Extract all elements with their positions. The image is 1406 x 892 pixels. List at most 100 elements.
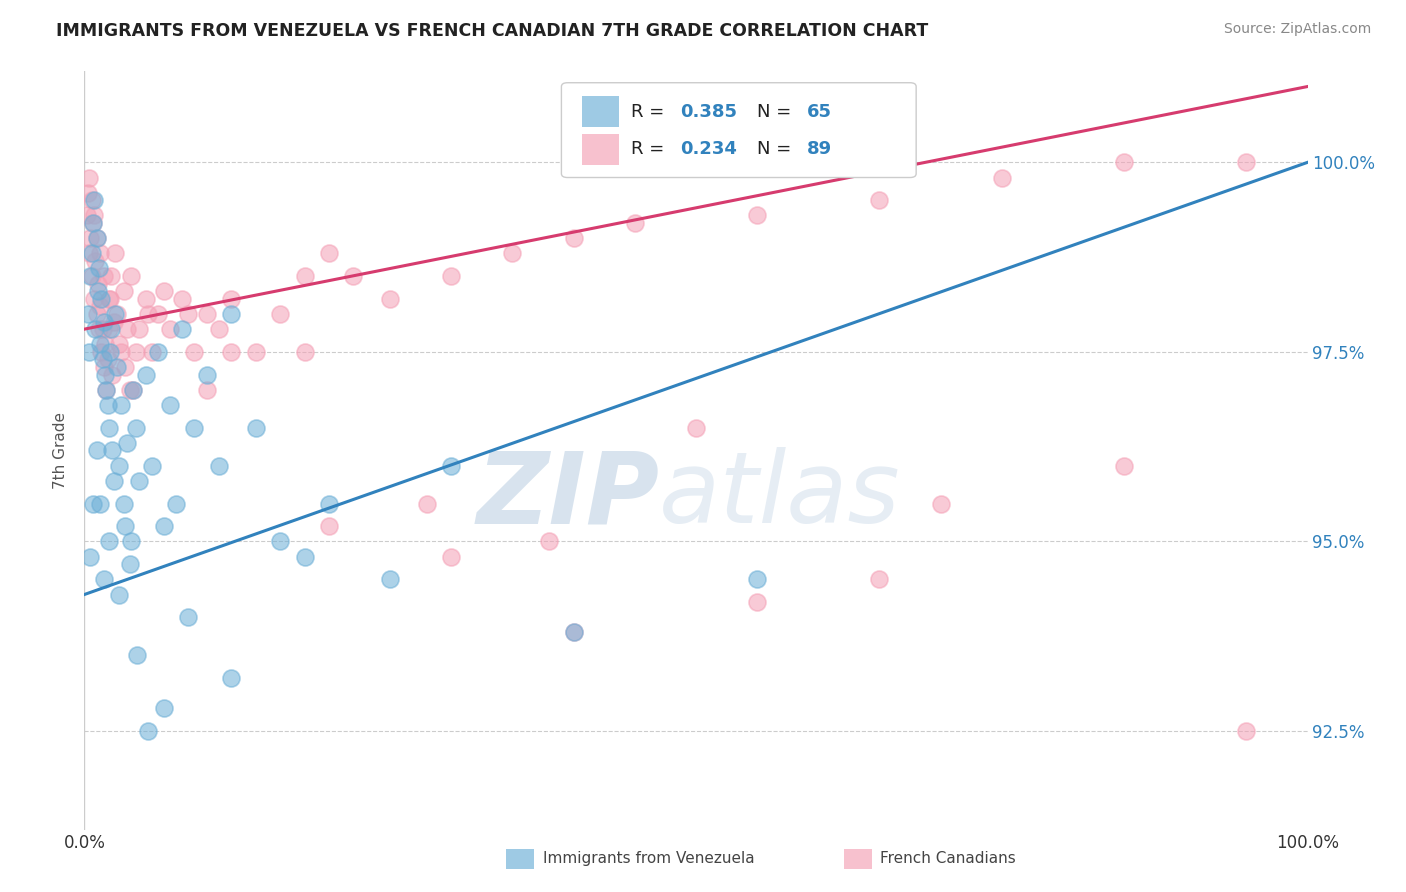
Point [86, 307, 108, 321]
Point [100, 269, 122, 284]
Point [83, 194, 105, 208]
Text: 65: 65 [807, 103, 832, 120]
Point [112, 497, 135, 511]
Point [87, 261, 110, 276]
Point [82, 216, 104, 230]
Point [83, 209, 105, 223]
FancyBboxPatch shape [561, 83, 917, 178]
Point [93, 360, 115, 375]
Point [97, 421, 120, 435]
Text: French Canadians: French Canadians [880, 852, 1017, 866]
Point [77, 307, 100, 321]
Point [125, 648, 148, 663]
Text: N =: N = [758, 103, 797, 120]
Point [440, 269, 463, 284]
Point [153, 519, 176, 533]
Point [98, 345, 121, 359]
Point [107, 458, 129, 473]
Point [1236, 155, 1258, 169]
Point [153, 285, 176, 299]
Text: 0.234: 0.234 [681, 140, 737, 159]
Point [118, 558, 141, 572]
Point [208, 458, 231, 473]
Point [219, 307, 242, 321]
Point [115, 436, 138, 450]
Point [177, 610, 200, 624]
Point [101, 443, 124, 458]
Point [91, 322, 114, 336]
Text: 0.385: 0.385 [681, 103, 737, 120]
Point [141, 458, 163, 473]
Point [195, 383, 218, 397]
Point [136, 307, 159, 321]
Point [135, 368, 157, 382]
Point [177, 307, 200, 321]
Point [79, 231, 101, 245]
Point [269, 307, 291, 321]
Point [1114, 155, 1136, 169]
Point [77, 186, 100, 200]
Point [77, 246, 100, 260]
Point [1236, 724, 1258, 739]
Point [125, 345, 148, 359]
Point [93, 573, 115, 587]
Point [98, 292, 121, 306]
Point [84, 254, 107, 268]
Point [318, 497, 340, 511]
Point [104, 307, 127, 321]
Point [538, 534, 561, 549]
Point [141, 345, 163, 359]
Point [76, 209, 98, 223]
Point [440, 549, 463, 564]
Point [79, 549, 101, 564]
Point [747, 573, 769, 587]
Point [96, 383, 118, 397]
Point [114, 360, 136, 375]
Point [120, 534, 142, 549]
Point [77, 170, 100, 185]
Point [219, 292, 242, 306]
Point [89, 300, 111, 314]
Point [562, 625, 585, 640]
Point [269, 534, 291, 549]
Point [122, 383, 145, 397]
Point [82, 497, 104, 511]
Point [128, 474, 150, 488]
Point [125, 421, 148, 435]
Y-axis label: 7th Grade: 7th Grade [53, 412, 69, 489]
Point [80, 246, 103, 260]
Point [183, 421, 205, 435]
Point [86, 231, 108, 245]
Point [94, 368, 117, 382]
Point [1114, 458, 1136, 473]
Point [318, 246, 340, 260]
Point [104, 246, 127, 260]
Point [94, 337, 117, 351]
Point [562, 231, 585, 245]
Point [86, 231, 108, 245]
Point [97, 534, 120, 549]
Point [97, 352, 120, 367]
Point [146, 345, 169, 359]
Point [929, 497, 952, 511]
Point [562, 625, 585, 640]
Point [118, 383, 141, 397]
Point [97, 322, 120, 336]
Point [172, 322, 194, 336]
Point [165, 497, 187, 511]
Point [91, 352, 114, 367]
Point [93, 315, 115, 329]
Point [747, 595, 769, 609]
Point [89, 497, 111, 511]
Bar [582, 96, 619, 127]
Point [83, 292, 105, 306]
Point [219, 671, 242, 685]
Point [101, 368, 124, 382]
Point [128, 322, 150, 336]
Point [159, 398, 181, 412]
Point [107, 337, 129, 351]
Point [90, 345, 112, 359]
Point [208, 322, 231, 336]
Point [105, 307, 128, 321]
Point [87, 285, 110, 299]
